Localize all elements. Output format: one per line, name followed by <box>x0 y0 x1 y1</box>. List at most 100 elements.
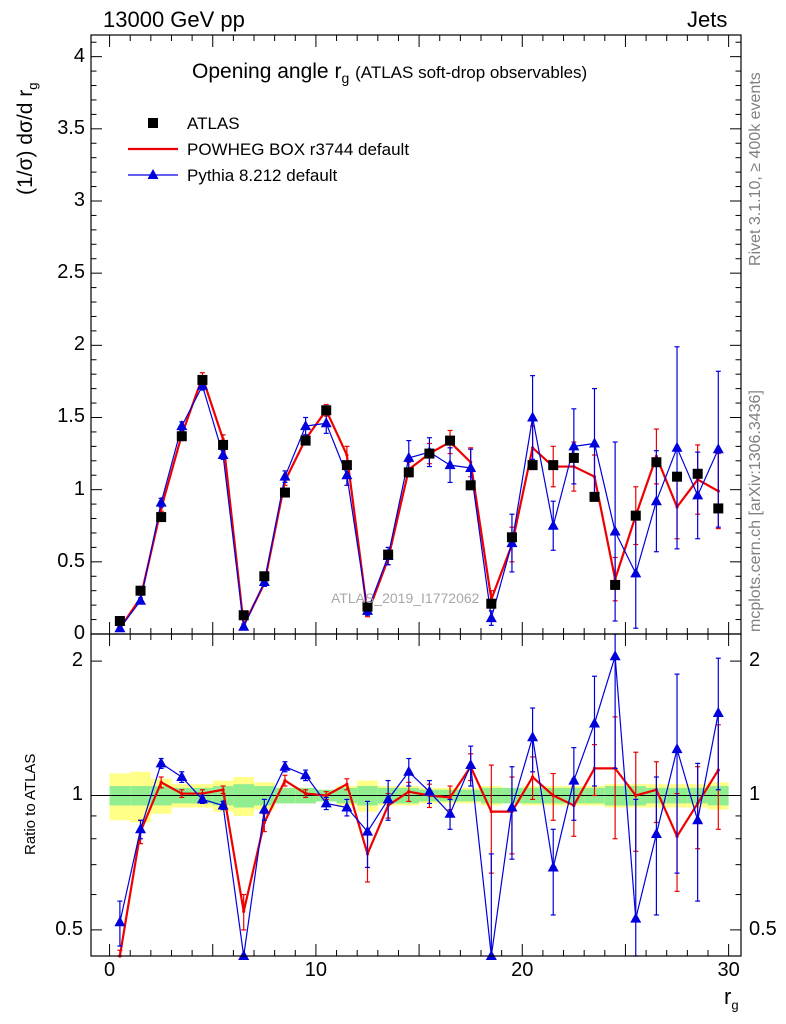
atlas-data-point <box>362 601 373 612</box>
pythia-main-point <box>155 496 167 507</box>
atlas-data-point <box>383 549 394 560</box>
powheg-ratio-point <box>634 793 638 798</box>
pythia-main-point <box>176 420 188 431</box>
pythia-main-point <box>712 443 724 454</box>
atlas-data-point <box>486 598 497 609</box>
ratio-y-tick-label-right: 0.5 <box>749 917 777 940</box>
atlas-data-point <box>135 585 146 596</box>
pythia-ratio-line <box>119 655 719 957</box>
atlas-data-point <box>259 571 270 582</box>
plot-title: Opening angle rg (ATLAS soft-drop observ… <box>192 60 587 86</box>
atlas-data-point <box>341 460 352 471</box>
pythia-main-point <box>114 622 126 633</box>
pythia-main-point <box>300 420 312 431</box>
ratio-y-tick-label-left: 1 <box>71 783 83 806</box>
x-tick-label: 30 <box>717 959 740 981</box>
atlas-data-point <box>445 435 456 446</box>
atlas-data-point <box>672 471 683 482</box>
powheg-ratio-point <box>489 810 493 814</box>
ratio-y-tick-label-right: 1 <box>749 783 761 806</box>
powheg-ratio-point <box>221 788 225 792</box>
legend-label-powheg: POWHEG BOX r3744 default <box>187 140 410 159</box>
atlas-data-point <box>692 468 703 479</box>
main-y-tick-label: 1 <box>73 477 85 500</box>
x-tick-label: 0 <box>104 959 116 981</box>
atlas-data-point <box>651 457 662 468</box>
main-y-tick-label: 0.5 <box>57 549 85 572</box>
pythia-ratio-point <box>527 731 539 742</box>
atlas-data-point <box>568 452 579 463</box>
main-y-tick-label: 2.5 <box>57 261 85 284</box>
pythia-ratio-point <box>588 717 600 728</box>
pythia-ratio-point <box>423 785 435 796</box>
pythia-ratio-point <box>403 765 415 776</box>
atlas-data-point <box>465 480 476 491</box>
pythia-ratio-point <box>196 793 208 804</box>
pythia-main-point <box>547 519 559 530</box>
pythia-ratio-point <box>217 799 229 810</box>
main-y-tick-label: 1.5 <box>57 405 85 428</box>
pythia-ratio-point <box>135 823 147 834</box>
atlas-data-point <box>527 460 538 471</box>
pythia-main-point <box>650 495 662 506</box>
powheg-ratio-point <box>448 795 452 800</box>
powheg-ratio-point <box>159 780 163 784</box>
plot-title-paren: (ATLAS soft-drop observables) <box>355 63 588 82</box>
main-y-tick-label: 3.5 <box>57 116 85 139</box>
pythia-series <box>114 346 724 960</box>
pythia-ratio-point <box>238 950 250 960</box>
x-axis-label: rg <box>724 984 739 1013</box>
pythia-main-point <box>217 449 229 460</box>
pythia-main-point <box>485 612 497 623</box>
legend-label-pythia: Pythia 8.212 default <box>187 166 338 185</box>
atlas-data-point <box>589 491 600 502</box>
main-y-tick-label: 0 <box>73 622 85 644</box>
pythia-ratio-point <box>341 801 353 812</box>
pythia-main-point <box>630 567 642 578</box>
powheg-ratio-point <box>242 909 246 914</box>
pythia-main-point <box>692 489 704 500</box>
atlas-data-point <box>300 435 311 446</box>
powheg-ratio-point <box>551 793 555 798</box>
pythia-main-point <box>403 451 415 462</box>
pythia-main-point <box>238 620 250 631</box>
pythia-ratio-point <box>279 760 291 771</box>
pythia-ratio-point <box>712 707 724 718</box>
pythia-main-point <box>135 594 147 605</box>
pythia-ratio-point <box>300 769 312 780</box>
powheg-ratio-point <box>180 791 184 796</box>
atlas-data-point <box>238 610 249 621</box>
powheg-main-line <box>118 375 719 629</box>
pythia-ratio-point <box>155 757 167 768</box>
axes-frames <box>90 34 742 957</box>
atlas-data-series <box>114 374 724 627</box>
x-tick-label: 10 <box>304 959 328 981</box>
pythia-main-point <box>671 441 683 452</box>
legend-marker-atlas <box>148 118 158 128</box>
pythia-ratio-point <box>692 814 704 825</box>
plot-title-sub: g <box>341 70 350 87</box>
atlas-data-point <box>114 616 125 627</box>
header-category: Jets <box>687 7 728 32</box>
atlas-data-point <box>321 405 332 416</box>
atlas-data-point <box>218 439 229 450</box>
plot-title-main: Opening angle r <box>192 60 342 83</box>
pythia-ratio-point <box>630 912 642 923</box>
pythia-main-point <box>588 437 600 448</box>
analysis-watermark: ATLAS_2019_I1772062 <box>331 590 480 606</box>
ratio-y-tick-label-left: 2 <box>71 649 83 672</box>
pythia-ratio-point <box>114 916 126 927</box>
atlas-data-point <box>506 532 517 543</box>
main-y-axis-label: (1/σ) dσ/d rg <box>14 82 41 195</box>
powheg-ratio-line <box>118 765 720 957</box>
x-tick-label: 20 <box>511 959 534 981</box>
pythia-ratio-point <box>362 825 374 836</box>
atlas-data-point <box>279 487 290 498</box>
pythia-ratio-point <box>506 801 518 812</box>
powheg-ratio-point <box>530 775 535 779</box>
powheg-ratio-point <box>262 820 266 825</box>
powheg-ratio-point <box>324 793 328 798</box>
pythia-main-point <box>279 470 291 481</box>
pythia-ratio-point <box>176 771 188 782</box>
